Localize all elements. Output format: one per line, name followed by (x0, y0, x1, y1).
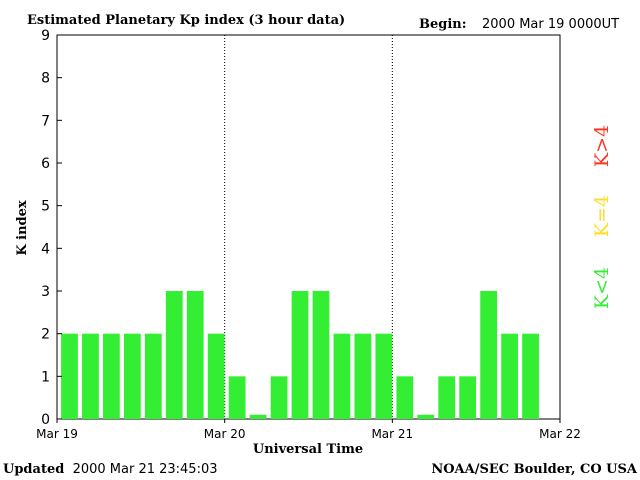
kp-bar (249, 414, 267, 419)
kp-bar (228, 376, 246, 419)
plot-area: 0 1 2 3 4 5 6 7 8 9 Mar 19 Mar 20 Mar 21 Mar 22 (36, 28, 581, 441)
x-tick-label: Mar 21 (371, 427, 413, 441)
legend-entry: K<4 (591, 267, 613, 309)
kp-bar (186, 291, 204, 419)
kp-bar (61, 333, 78, 419)
y-tick-label: 4 (41, 241, 50, 257)
begin-label: Begin: (419, 17, 467, 32)
kp-bar (123, 333, 141, 419)
kp-bar (291, 291, 309, 419)
kp-bar (438, 376, 456, 419)
legend-entry: K>4 (591, 125, 613, 167)
x-axis-label: Universal Time (253, 442, 363, 457)
kp-bar (522, 333, 539, 419)
y-tick-label: 5 (41, 199, 50, 215)
x-tick-label: Mar 19 (36, 427, 78, 441)
kp-bar (207, 333, 225, 419)
y-tick-label: 7 (41, 113, 50, 129)
legend: K<4 K=4 K>4 (591, 125, 613, 309)
kp-bar (82, 333, 99, 419)
updated-value: 2000 Mar 21 23:45:03 (73, 462, 218, 477)
y-tick-label: 2 (41, 327, 50, 343)
y-tick-label: 6 (41, 156, 50, 172)
kp-bar (103, 333, 120, 419)
source-credit: NOAA/SEC Boulder, CO USA (431, 462, 638, 477)
x-tick-label: Mar 22 (539, 427, 581, 441)
kp-bar (501, 333, 518, 419)
y-tick-label: 9 (41, 28, 50, 44)
plot-frame (56, 34, 561, 420)
kp-bar (165, 291, 183, 419)
kp-bar (312, 291, 330, 419)
begin-value: 2000 Mar 19 0000UT (482, 17, 619, 32)
x-tick-label: Mar 20 (204, 427, 246, 441)
y-tick-label: 0 (41, 412, 50, 428)
kp-bar (459, 376, 477, 419)
kp-bar (417, 414, 435, 419)
y-tick-label: 8 (41, 71, 50, 87)
kp-bar (333, 333, 351, 419)
kp-bar (375, 333, 393, 419)
kp-bar (144, 333, 162, 419)
legend-entry: K=4 (591, 195, 613, 237)
y-tick-label: 3 (41, 284, 50, 300)
chart-title: Estimated Planetary Kp index (3 hour dat… (27, 13, 345, 28)
updated-label: Updated (3, 462, 64, 477)
updated-line: Updated 2000 Mar 21 23:45:03 (3, 461, 218, 477)
kp-bar (480, 291, 498, 419)
y-tick-label: 1 (41, 369, 50, 385)
y-axis-label: K index (15, 200, 30, 256)
kp-bar (354, 333, 372, 419)
kp-bar (396, 376, 414, 419)
kp-bar (270, 376, 288, 419)
